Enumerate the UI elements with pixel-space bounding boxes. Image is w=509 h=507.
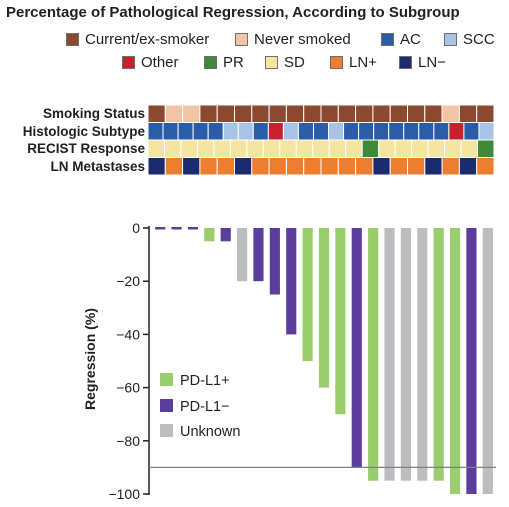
- bar-pd-l1-minus: [187, 227, 199, 230]
- bar-pd-l1-plus: [449, 228, 461, 494]
- legend-label: LN+: [349, 54, 377, 71]
- bar-pd-l1-minus: [351, 228, 362, 468]
- y-tick-label: −80: [116, 433, 140, 449]
- bar-pd-l1-minus: [269, 228, 280, 295]
- bar-pd-l1-minus: [220, 228, 231, 242]
- bar-pd-l1-minus: [171, 227, 182, 230]
- legend-label: Never smoked: [254, 31, 351, 48]
- bar-unknown: [237, 228, 248, 282]
- bar-pd-l1-plus: [335, 228, 346, 415]
- bar-pd-l1-minus: [155, 227, 166, 230]
- bar-pd-l1-plus: [433, 228, 444, 481]
- bar-unknown: [482, 228, 493, 494]
- bar-pd-l1-plus: [318, 228, 330, 388]
- legend-swatch: [66, 33, 79, 46]
- category-legend: Current/ex-smoker Never smoked AC SCC Other P…: [0, 0, 509, 90]
- bar-pd-l1-plus: [302, 228, 313, 361]
- legend-label: Current/ex-smoker: [85, 31, 210, 48]
- legend-item-ac: AC: [381, 31, 421, 48]
- bar-unknown: [417, 228, 428, 481]
- legend-item-sd: SD: [265, 54, 305, 71]
- y-tick-label: −60: [116, 380, 140, 396]
- legend-swatch: [122, 56, 135, 69]
- legend-item-other: Other: [122, 54, 179, 71]
- chart-legend-label-unknown: Unknown: [180, 424, 240, 440]
- y-tick-label: −20: [116, 273, 140, 289]
- bar-pd-l1-minus: [253, 228, 264, 282]
- chart-title: Percentage of Pathological Regression, A…: [6, 4, 460, 21]
- legend-item-ln-plus: LN+: [330, 54, 377, 71]
- chart-legend-swatch-unknown: [160, 424, 173, 437]
- legend-item-never-smoked: Never smoked: [235, 31, 351, 48]
- legend-swatch: [265, 56, 278, 69]
- y-tick-label: −100: [108, 486, 140, 502]
- bar-pd-l1-plus: [204, 228, 215, 242]
- bar-pd-l1-minus: [286, 228, 297, 335]
- heatmap-cell-ln-plus: [476, 157, 495, 176]
- legend-swatch: [235, 33, 248, 46]
- legend-label: PR: [223, 54, 244, 71]
- heatmap-row-label-smoking-status: Smoking Status: [42, 106, 145, 121]
- legend-label: Other: [141, 54, 179, 71]
- heatmap-row-label-recist-response: RECIST Response: [27, 141, 145, 156]
- legend-label: SCC: [463, 31, 495, 48]
- legend-label: LN−: [418, 54, 446, 71]
- legend-swatch: [444, 33, 457, 46]
- bar-unknown: [384, 228, 395, 481]
- legend-item-scc: SCC: [444, 31, 495, 48]
- bar-pd-l1-plus: [368, 228, 379, 481]
- legend-swatch: [204, 56, 217, 69]
- chart-legend-swatch-pd-l1-plus: [160, 373, 173, 386]
- legend-swatch: [381, 33, 394, 46]
- legend-swatch: [399, 56, 412, 69]
- legend-item-current-ex-smoker: Current/ex-smoker: [66, 31, 209, 48]
- chart-legend-label-pd-l1-plus: PD-L1+: [180, 373, 230, 389]
- bar-unknown: [400, 228, 411, 481]
- y-tick-label: 0: [132, 220, 140, 236]
- legend-label: AC: [400, 31, 421, 48]
- legend-label: SD: [284, 54, 305, 71]
- chart-legend-label-pd-l1-minus: PD-L1−: [180, 399, 230, 415]
- legend-item-ln-minus: LN−: [399, 54, 446, 71]
- bar-pd-l1-minus: [466, 228, 477, 494]
- chart-legend-swatch-pd-l1-minus: [160, 399, 173, 412]
- y-tick-label: −40: [116, 326, 140, 342]
- heatmap-row-label-ln-metastases: LN Metastases: [50, 158, 145, 174]
- legend-swatch: [330, 56, 343, 69]
- legend-item-pr: PR: [204, 54, 244, 71]
- y-axis-label: Regression (%): [82, 308, 98, 410]
- heatmap-row-label-histologic-subtype: Histologic Subtype: [22, 123, 145, 139]
